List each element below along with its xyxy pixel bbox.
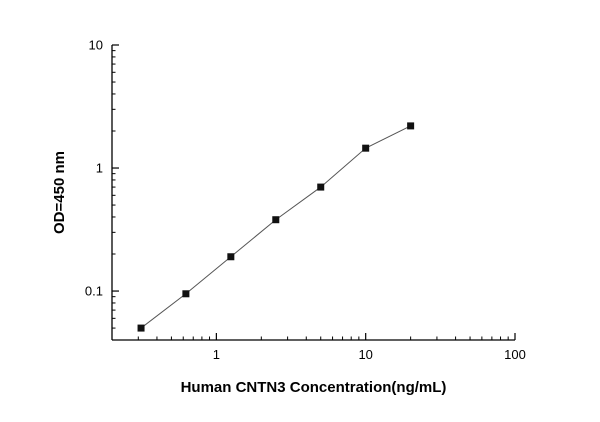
y-tick-label: 0.1 (85, 284, 103, 299)
x-tick-label: 1 (213, 347, 220, 362)
data-point-marker (362, 144, 370, 152)
x-tick-label: 100 (504, 347, 526, 362)
x-tick-label: 10 (358, 347, 372, 362)
y-axis-title: OD=450 nm (51, 151, 68, 234)
data-point-marker (317, 183, 325, 191)
series-line (140, 125, 411, 329)
x-axis-title: Human CNTN3 Concentration(ng/mL) (181, 379, 447, 396)
data-point-marker (182, 290, 190, 298)
data-point-marker (272, 216, 280, 224)
y-tick-label: 10 (89, 38, 103, 53)
data-point-marker (137, 324, 145, 332)
y-tick-label: 1 (96, 161, 103, 176)
data-point-marker (407, 122, 415, 130)
data-point-marker (227, 253, 235, 261)
